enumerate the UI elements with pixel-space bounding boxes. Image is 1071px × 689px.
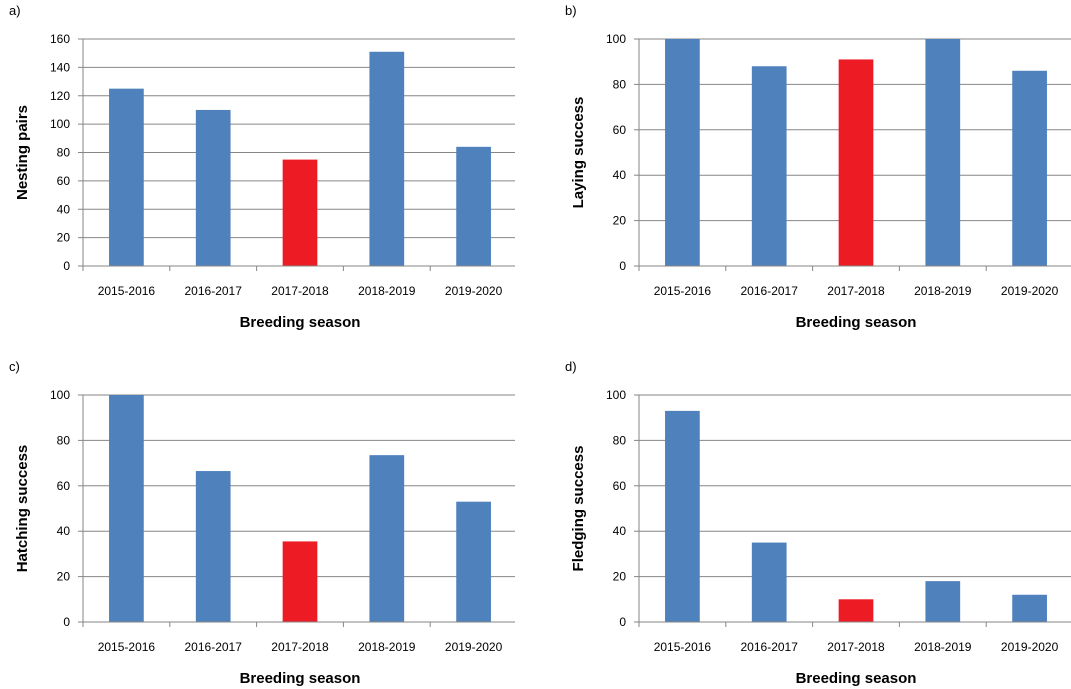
- x-tick-label: 2016-2017: [741, 640, 799, 654]
- y-tick-label: 0: [63, 259, 70, 273]
- x-tick-label: 2018-2019: [358, 640, 416, 654]
- x-tick-label: 2018-2019: [358, 284, 416, 298]
- y-tick-label: 100: [606, 32, 626, 46]
- bar-2015-2016: [109, 88, 144, 266]
- panel-label: c): [9, 359, 20, 374]
- bar-2016-2017: [751, 66, 787, 267]
- bar-2015-2016: [665, 410, 700, 622]
- bar-2017-2018: [282, 541, 318, 622]
- bar-2015-2016: [665, 39, 700, 266]
- y-tick-label: 40: [613, 524, 627, 538]
- y-tick-label: 0: [619, 259, 626, 273]
- y-axis-title: Fledging success: [570, 446, 587, 572]
- chart-svg: a) 0 20 40 60 80 100 120 140 160 2015-2016 2016-201…: [9, 3, 515, 331]
- chart-svg: b) 0 20 40 60 80 100 2015-2016 2016-2017 2017-201…: [565, 3, 1071, 331]
- chart-panel-c: c) 0 20 40 60 80 100 2015-2016 2016-2017 2017-201…: [0, 356, 515, 689]
- x-tick-label: 2019-2020: [1001, 284, 1059, 298]
- bar-2018-2019: [369, 51, 405, 266]
- y-tick-label: 160: [50, 32, 70, 46]
- y-tick-label: 140: [50, 60, 70, 74]
- chart-panel-a: a) 0 20 40 60 80 100 120 140 160 2015-2016 2016-201…: [0, 0, 515, 333]
- x-tick-label: 2019-2020: [445, 284, 503, 298]
- x-tick-label: 2016-2017: [741, 284, 799, 298]
- y-tick-label: 80: [613, 433, 627, 447]
- y-axis-title: Nesting pairs: [14, 105, 31, 200]
- x-tick-label: 2019-2020: [1001, 640, 1059, 654]
- x-tick-label: 2015-2016: [98, 284, 156, 298]
- x-axis-title: Breeding season: [796, 314, 917, 331]
- x-tick-label: 2017-2018: [271, 640, 329, 654]
- panel-label: d): [565, 359, 577, 374]
- bar-2017-2018: [838, 599, 874, 622]
- y-tick-label: 100: [50, 117, 70, 131]
- bar-2016-2017: [195, 471, 231, 622]
- y-tick-label: 40: [57, 524, 71, 538]
- bar-2015-2016: [109, 395, 144, 622]
- bar-2019-2020: [456, 501, 491, 622]
- y-tick-label: 20: [57, 231, 71, 245]
- bar-2019-2020: [456, 146, 491, 266]
- bar-2016-2017: [195, 109, 231, 266]
- y-tick-label: 80: [613, 77, 627, 91]
- bar-2017-2018: [282, 159, 318, 266]
- y-tick-label: 60: [613, 123, 627, 137]
- y-axis-title: Laying success: [570, 97, 587, 209]
- x-tick-label: 2017-2018: [827, 640, 885, 654]
- y-tick-label: 60: [57, 479, 71, 493]
- x-axis-title: Breeding season: [796, 670, 917, 687]
- chart-svg: d) 0 20 40 60 80 100 2015-2016 2016-2017 2017-201…: [565, 359, 1071, 687]
- y-tick-label: 20: [613, 214, 627, 228]
- x-tick-label: 2019-2020: [445, 640, 503, 654]
- panel-label: a): [9, 3, 21, 18]
- x-tick-label: 2018-2019: [914, 284, 972, 298]
- bar-2017-2018: [838, 59, 874, 267]
- y-tick-label: 0: [619, 615, 626, 629]
- chart-svg: c) 0 20 40 60 80 100 2015-2016 2016-2017 2017-201…: [9, 359, 515, 687]
- y-axis-title: Hatching success: [14, 445, 31, 573]
- bar-2019-2020: [1012, 70, 1047, 266]
- y-tick-label: 60: [57, 174, 71, 188]
- x-axis-title: Breeding season: [240, 670, 361, 687]
- bar-2018-2019: [369, 455, 405, 622]
- panel-label: b): [565, 3, 577, 18]
- y-tick-label: 100: [606, 388, 626, 402]
- bar-2016-2017: [751, 542, 787, 622]
- x-tick-label: 2015-2016: [654, 640, 712, 654]
- x-tick-label: 2016-2017: [185, 284, 243, 298]
- x-tick-label: 2017-2018: [271, 284, 329, 298]
- x-tick-label: 2015-2016: [654, 284, 712, 298]
- y-tick-label: 80: [57, 433, 71, 447]
- y-tick-label: 120: [50, 89, 70, 103]
- y-tick-label: 40: [57, 202, 71, 216]
- bar-2018-2019: [925, 581, 961, 622]
- x-axis-title: Breeding season: [240, 314, 361, 331]
- x-tick-label: 2015-2016: [98, 640, 156, 654]
- x-tick-label: 2016-2017: [185, 640, 243, 654]
- y-tick-label: 20: [613, 570, 627, 584]
- bar-2018-2019: [925, 39, 961, 266]
- y-tick-label: 20: [57, 570, 71, 584]
- chart-panel-d: d) 0 20 40 60 80 100 2015-2016 2016-2017 2017-201…: [556, 356, 1071, 689]
- y-tick-label: 80: [57, 146, 71, 160]
- y-tick-label: 0: [63, 615, 70, 629]
- x-tick-label: 2018-2019: [914, 640, 972, 654]
- y-tick-label: 60: [613, 479, 627, 493]
- bar-2019-2020: [1012, 594, 1047, 622]
- chart-panel-b: b) 0 20 40 60 80 100 2015-2016 2016-2017 2017-201…: [556, 0, 1071, 333]
- y-tick-label: 40: [613, 168, 627, 182]
- y-tick-label: 100: [50, 388, 70, 402]
- x-tick-label: 2017-2018: [827, 284, 885, 298]
